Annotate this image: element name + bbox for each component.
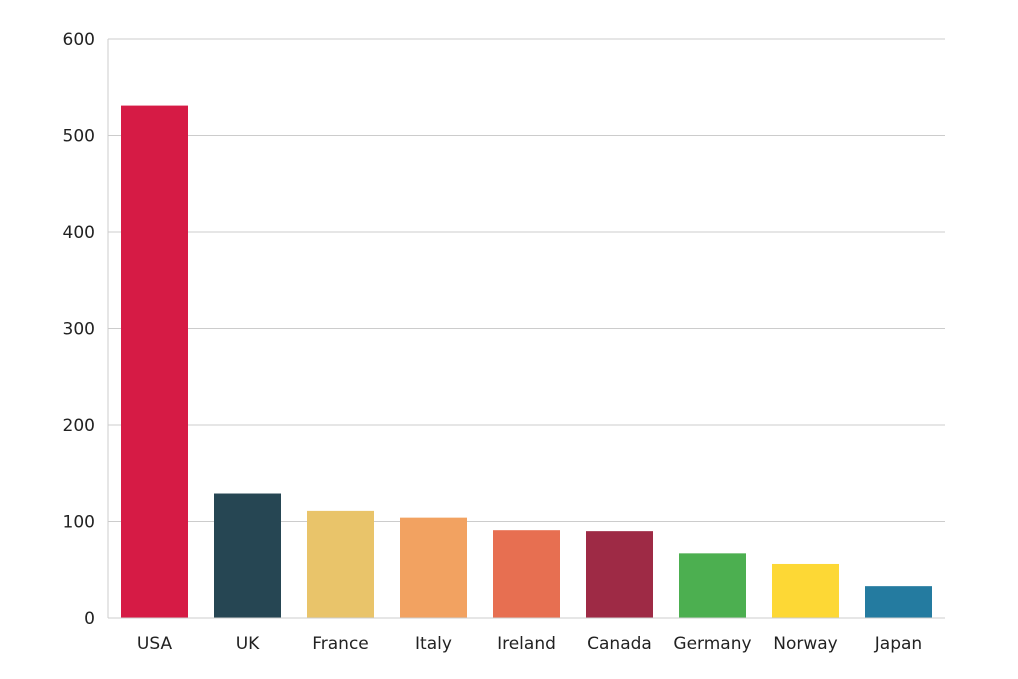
bar-usa <box>121 105 188 618</box>
y-tick-label: 400 <box>63 223 95 243</box>
y-axis-ticks: 0 100 200 300 400 500 600 <box>63 30 95 629</box>
x-tick-label: Japan <box>874 634 922 654</box>
y-tick-label: 300 <box>63 320 95 340</box>
x-tick-label: USA <box>137 634 173 654</box>
x-tick-label: UK <box>236 634 260 654</box>
bar-germany <box>679 553 746 618</box>
y-tick-label: 0 <box>84 609 95 629</box>
y-tick-label: 600 <box>63 30 95 50</box>
bar-ireland <box>493 530 560 618</box>
x-tick-label: Canada <box>587 634 652 654</box>
x-tick-label: Norway <box>773 634 838 654</box>
x-axis-labels: USA UK France Italy Ireland Canada Germany Norw… <box>137 634 922 654</box>
bar-norway <box>772 563 839 618</box>
bars <box>121 105 932 618</box>
x-tick-label: Ireland <box>497 634 556 654</box>
grid-lines <box>108 38 945 522</box>
bar-france <box>307 510 374 618</box>
bar-canada <box>586 531 653 618</box>
y-tick-label: 500 <box>63 127 95 147</box>
y-tick-label: 100 <box>63 513 95 533</box>
y-tick-label: 200 <box>63 416 95 436</box>
x-tick-label: France <box>312 634 369 654</box>
bar-italy <box>400 517 467 618</box>
x-tick-label: Italy <box>415 634 452 654</box>
bar-uk <box>214 493 281 618</box>
bar-japan <box>865 586 932 618</box>
x-tick-label: Germany <box>673 634 751 654</box>
